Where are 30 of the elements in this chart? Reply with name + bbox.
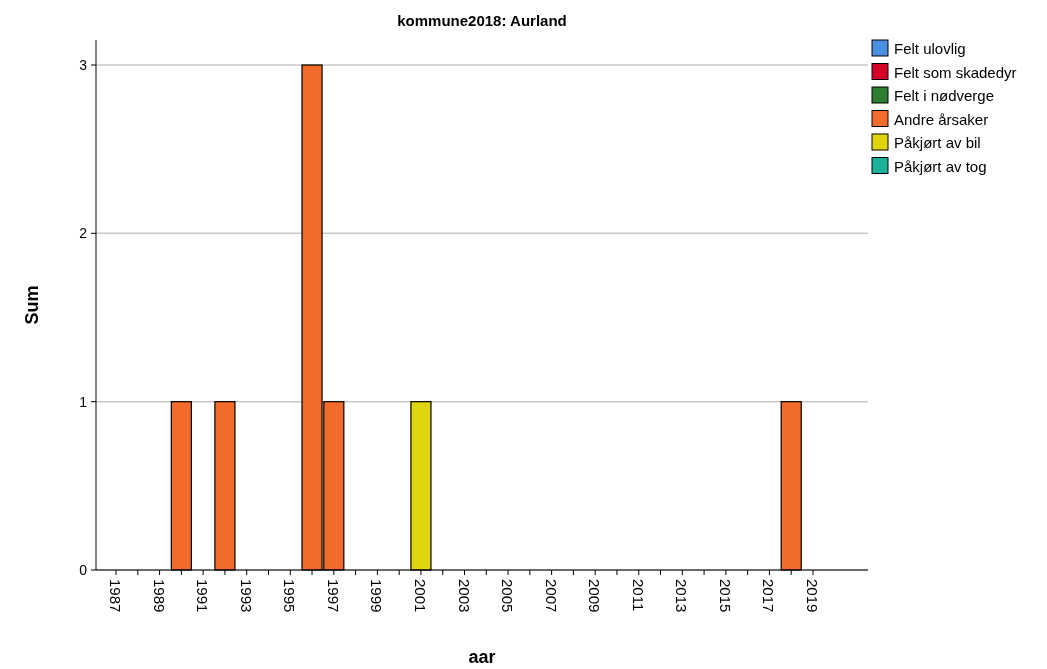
x-tick-label: 2003 <box>455 579 473 613</box>
x-tick-label: 1991 <box>194 579 212 613</box>
x-tick-label: 2019 <box>803 579 821 613</box>
legend-label: Andre årsaker <box>894 110 989 128</box>
legend-label: Påkjørt av tog <box>894 157 987 175</box>
legend-label: Felt som skadedyr <box>894 63 1017 81</box>
x-tick-label: 2011 <box>629 579 647 612</box>
x-tick-label: 2013 <box>673 579 691 613</box>
x-axis-title: aar <box>468 647 496 667</box>
x-tick-label: 2017 <box>760 579 778 613</box>
x-tick-label: 2009 <box>586 579 604 613</box>
y-tick-label: 1 <box>79 393 88 410</box>
x-tick-label: 1995 <box>281 579 299 613</box>
y-tick-label: 0 <box>79 562 88 578</box>
x-tick-label: 2001 <box>411 579 429 613</box>
legend-label: Felt i nødverge <box>894 87 995 104</box>
y-tick-label: 2 <box>79 225 88 242</box>
y-tick-label: 3 <box>79 57 88 73</box>
x-tick-label: 2007 <box>542 579 560 613</box>
x-tick-label: 1997 <box>324 579 342 613</box>
y-axis-title: Sum <box>22 285 42 325</box>
legend-label: Påkjørt av bil <box>894 134 981 151</box>
x-tick-label: 1987 <box>107 579 125 613</box>
x-tick-label: 1999 <box>368 579 386 613</box>
chart-title: kommune2018: Aurland <box>397 12 567 29</box>
legend-label: Felt ulovlig <box>894 40 966 57</box>
x-tick-label: 2005 <box>499 579 517 613</box>
x-tick-label: 1989 <box>150 579 168 613</box>
x-tick-label: 2015 <box>716 579 734 613</box>
x-tick-label: 1993 <box>237 579 255 613</box>
